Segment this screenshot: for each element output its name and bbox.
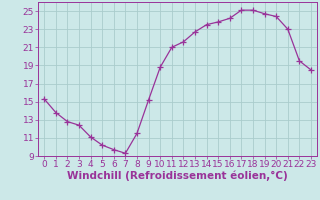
X-axis label: Windchill (Refroidissement éolien,°C): Windchill (Refroidissement éolien,°C) <box>67 171 288 181</box>
